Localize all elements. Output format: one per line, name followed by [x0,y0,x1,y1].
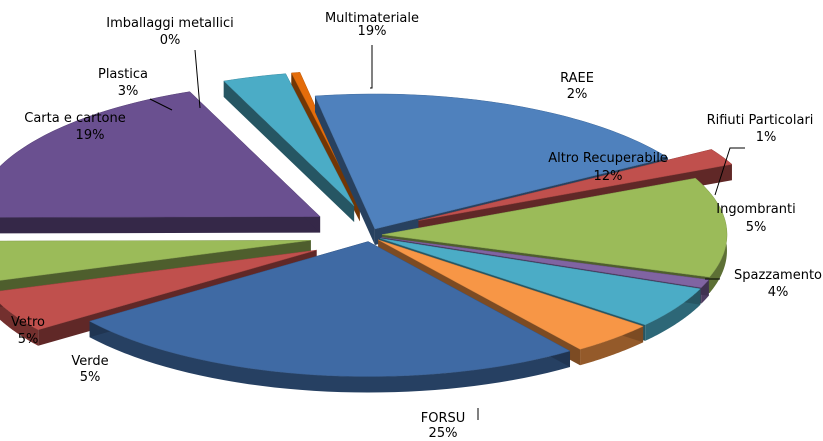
leader-line [194,49,201,109]
slice-value-label: 1% [756,130,777,145]
slice-label: Plastica [98,67,148,82]
slice-value-label: 2% [567,87,588,102]
slice-value-label: 4% [768,285,789,300]
pie-slice-forsu [88,241,571,393]
slice-value-label: 5% [746,220,767,235]
slice-value-label: 5% [80,370,101,385]
leader-line [714,147,745,196]
slice-value-label: 19% [76,128,105,143]
slice-value-label: 3% [118,84,139,99]
slice-label: Imballaggi metallici [106,16,233,31]
pie-slice-plastica [223,73,355,223]
slice-label: Verde [71,354,108,369]
slice-label: Ingombranti [716,202,795,217]
slice-label: Carta e cartone [24,111,125,126]
slice-label: Vetro [11,315,45,330]
slice-label: RAEE [560,71,594,86]
leader-line [149,98,173,111]
pie-slice-carta-e-cartone [0,91,321,234]
slice-value-label: 19% [358,24,387,39]
pie-slice-vetro [0,240,311,297]
slice-value-label: 25% [429,426,458,441]
slice-label: Altro Recuperabile [548,151,668,166]
leader-lines [149,45,745,420]
pie-slices [0,72,733,393]
slice-value-label: 5% [18,332,39,347]
slice-label: Spazzamento [734,268,822,283]
leader-line [370,45,373,89]
slice-label: Rifiuti Particolari [707,113,814,128]
slice-label: FORSU [421,411,466,426]
slice-label: Multimateriale [325,11,419,26]
slice-value-label: 0% [160,33,181,48]
slice-value-label: 12% [594,169,623,184]
